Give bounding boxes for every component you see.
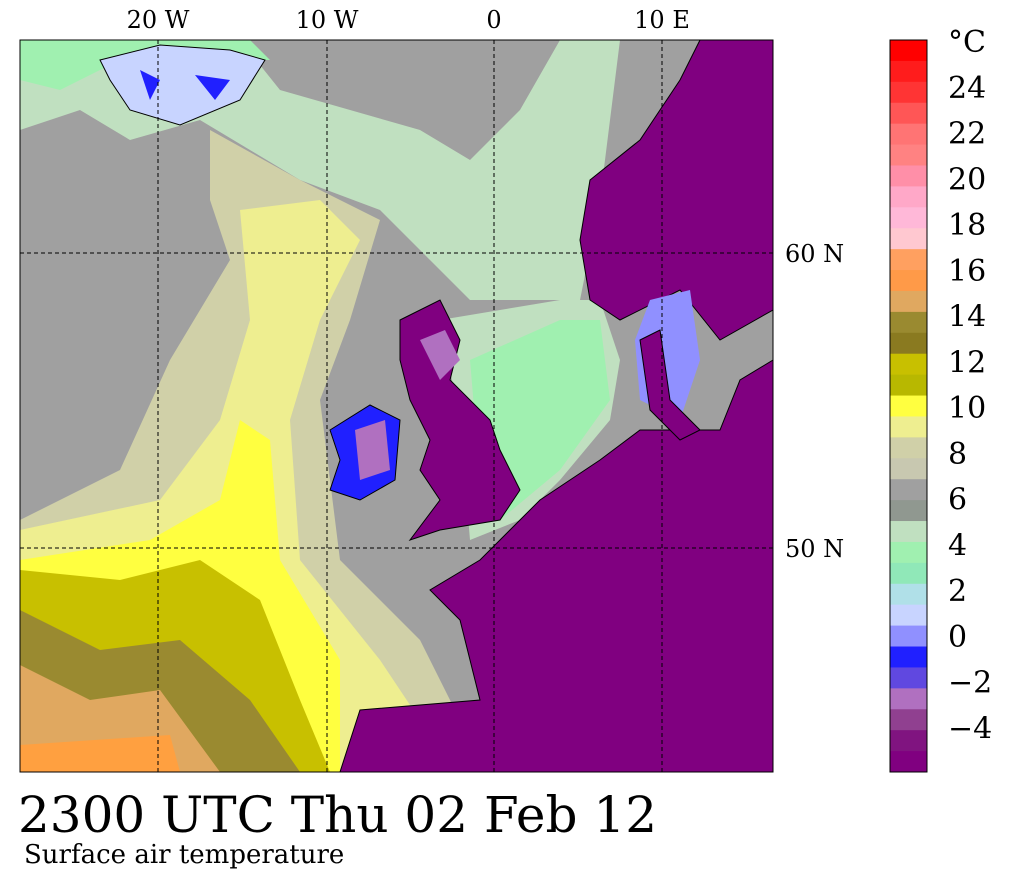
colorbar-swatch: [890, 500, 927, 522]
colorbar-swatch: [890, 332, 927, 355]
colorbar-label: 6: [948, 483, 967, 518]
subtitle: Surface air temperature: [24, 840, 344, 870]
colorbar-label: 0: [948, 620, 967, 655]
colorbar-label: −4: [948, 711, 992, 746]
title: 2300 UTC Thu 02 Feb 12: [18, 786, 657, 844]
graticule: [20, 40, 773, 772]
colorbar-label: −2: [948, 666, 992, 701]
land-cold: [355, 420, 390, 480]
land-scandinavia: [579, 40, 773, 341]
colorbar-swatch: [890, 228, 927, 250]
colorbar-swatch: [890, 583, 927, 606]
colorbar-swatch: [890, 709, 927, 731]
land-cold: [420, 330, 460, 380]
colorbar-swatch: [890, 270, 927, 292]
colorbar-swatch: [890, 521, 927, 543]
colorbar-label: 4: [948, 528, 967, 563]
colorbar-swatch: [890, 144, 927, 166]
colorbar-frame: [889, 39, 928, 773]
lon-label: 20 W: [127, 6, 190, 34]
colorbar-label: 16: [948, 254, 986, 289]
colorbar-swatch: [890, 646, 927, 668]
map-area: [20, 40, 773, 772]
colorbar-swatch: [890, 311, 927, 334]
colorbar-swatch: [890, 751, 927, 773]
lat-label: 50 N: [785, 535, 844, 563]
colorbar-swatch: [890, 186, 927, 208]
colorbar-label: 8: [948, 437, 967, 472]
colorbar-swatch: [890, 249, 927, 271]
colorbar-swatch: [890, 374, 927, 397]
colorbar-swatch: [890, 730, 927, 752]
lon-label: 10 E: [634, 6, 690, 34]
lat-label: 60 N: [785, 240, 844, 268]
colorbar-label: 22: [948, 117, 986, 152]
colorbar-swatch: [890, 165, 927, 187]
colorbar-label: 2: [948, 574, 967, 609]
land-iceland: [99, 44, 266, 126]
land-cold: [140, 70, 230, 100]
colorbar-swatch: [890, 290, 927, 313]
colorbar-swatch: [890, 458, 927, 480]
land-denmark: [639, 329, 701, 441]
lon-label: 10 W: [296, 6, 359, 34]
colorbar-swatch: [890, 207, 927, 229]
colorbar-swatch: [890, 102, 927, 125]
colorbar-swatch: [890, 625, 927, 648]
colorbar-label: 12: [948, 345, 986, 380]
colorbar-unit: °C: [948, 25, 986, 60]
colorbar-swatch: [890, 416, 927, 438]
colorbar-swatch: [890, 40, 927, 62]
colorbar-swatch: [890, 688, 927, 710]
colorbar-swatch: [890, 60, 927, 83]
colorbar-swatch: [890, 667, 927, 689]
colorbar-label: 10: [948, 391, 986, 426]
colorbar-swatch: [890, 123, 927, 146]
colorbar-label: 18: [948, 208, 986, 243]
colorbar-swatch: [890, 353, 927, 376]
colorbar-swatch: [890, 479, 927, 501]
colorbar-swatch: [890, 437, 927, 459]
colorbar-label: 20: [948, 162, 986, 197]
colorbar-swatch: [890, 541, 927, 564]
colorbar-swatch: [890, 395, 927, 417]
colorbar-label: 14: [948, 300, 986, 335]
colorbar-swatch: [890, 562, 927, 585]
sea-hot: [20, 735, 180, 772]
colorbar-swatch: [890, 604, 927, 627]
colorbar-swatch: [890, 81, 927, 104]
map-frame: [19, 39, 774, 773]
colorbar-label: 24: [948, 71, 986, 106]
lon-label: 0: [486, 6, 501, 34]
